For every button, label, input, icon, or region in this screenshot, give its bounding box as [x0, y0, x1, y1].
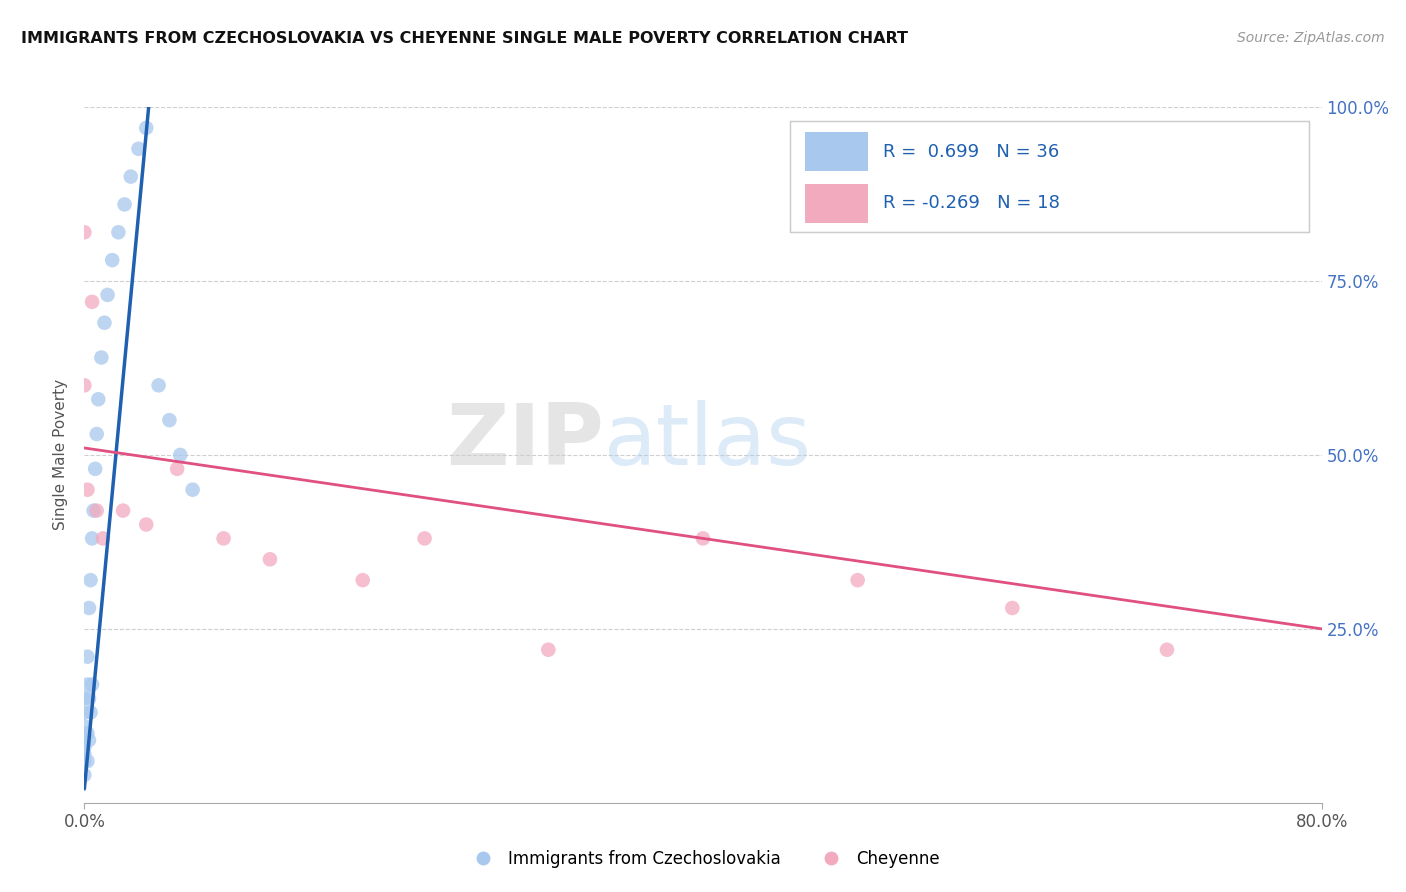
Point	[90, 351, 112, 365]
Point	[82, 532, 104, 546]
Point	[1156, 642, 1178, 657]
Point	[73, 706, 96, 720]
Point	[76, 483, 98, 497]
Text: ZIP: ZIP	[446, 400, 605, 483]
Text: IMMIGRANTS FROM CZECHOSLOVAKIA VS CHEYENNE SINGLE MALE POVERTY CORRELATION CHART: IMMIGRANTS FROM CZECHOSLOVAKIA VS CHEYEN…	[21, 31, 908, 46]
Point	[101, 253, 124, 268]
Point	[76, 754, 98, 768]
Point	[692, 532, 714, 546]
Point	[128, 142, 150, 156]
Point	[135, 517, 157, 532]
Point	[79, 706, 101, 720]
Point	[86, 427, 108, 442]
Point	[82, 677, 104, 691]
Point	[846, 573, 869, 587]
Point	[413, 532, 436, 546]
Point	[83, 503, 105, 517]
Point	[77, 601, 100, 615]
Point	[73, 225, 96, 239]
Point	[91, 532, 114, 546]
Point	[73, 747, 96, 761]
Point	[169, 448, 191, 462]
Y-axis label: Single Male Poverty: Single Male Poverty	[53, 379, 69, 531]
Text: Source: ZipAtlas.com: Source: ZipAtlas.com	[1237, 31, 1385, 45]
Point	[87, 392, 110, 407]
Point	[73, 733, 96, 747]
Point	[73, 768, 96, 782]
Point	[76, 726, 98, 740]
Point	[73, 740, 96, 755]
Point	[212, 532, 235, 546]
Point	[112, 503, 135, 517]
Point	[73, 378, 96, 392]
Point	[82, 294, 104, 309]
Point	[166, 462, 188, 476]
Point	[86, 503, 108, 517]
Point	[79, 573, 101, 587]
Point	[135, 120, 157, 135]
Point	[148, 378, 170, 392]
Point	[76, 677, 98, 691]
Point	[76, 649, 98, 664]
Point	[97, 288, 120, 302]
Point	[73, 754, 96, 768]
Point	[352, 573, 374, 587]
Point	[77, 733, 100, 747]
Point	[107, 225, 129, 239]
Point	[120, 169, 142, 184]
Point	[259, 552, 281, 566]
Point	[159, 413, 181, 427]
Point	[1001, 601, 1024, 615]
Point	[73, 691, 96, 706]
Point	[93, 316, 115, 330]
Point	[77, 691, 100, 706]
Point	[181, 483, 204, 497]
Legend: Immigrants from Czechoslovakia, Cheyenne: Immigrants from Czechoslovakia, Cheyenne	[460, 844, 946, 875]
Text: atlas: atlas	[605, 400, 813, 483]
Point	[114, 197, 136, 211]
Point	[73, 719, 96, 733]
Point	[537, 642, 560, 657]
Point	[84, 462, 107, 476]
